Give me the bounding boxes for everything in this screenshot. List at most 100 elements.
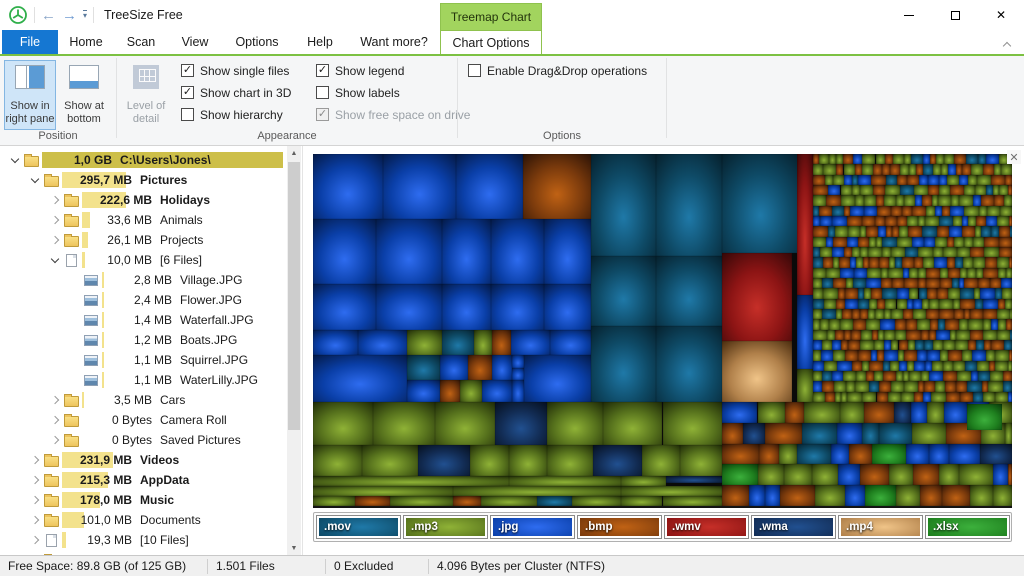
treemap-rect[interactable]: [820, 319, 829, 330]
treemap-rect[interactable]: [890, 381, 905, 392]
treemap-rect[interactable]: [850, 205, 865, 217]
treemap-rect[interactable]: [442, 330, 474, 356]
treemap-rect[interactable]: [839, 267, 855, 279]
treemap-rect[interactable]: [491, 219, 544, 285]
treemap-rect[interactable]: [906, 443, 930, 465]
treemap-rect[interactable]: [939, 216, 954, 227]
treemap-rect[interactable]: [920, 371, 929, 382]
treemap-rect[interactable]: [938, 298, 953, 310]
checkbox-box[interactable]: ✓: [316, 64, 329, 77]
treemap-rect[interactable]: [904, 247, 919, 258]
tree-row-boats-jpg[interactable]: 1,2 MB Boats.JPG: [0, 330, 287, 350]
treemap-rect[interactable]: [853, 319, 867, 330]
treemap-rect[interactable]: [849, 257, 857, 268]
treemap-rect[interactable]: [844, 298, 858, 310]
treemap-rect[interactable]: [862, 257, 870, 268]
treemap-rect[interactable]: [854, 195, 864, 206]
treemap-rect[interactable]: [876, 195, 884, 206]
treemap-rect[interactable]: [473, 330, 492, 356]
treemap-rect[interactable]: [878, 226, 886, 237]
checkbox-show-chart-in-3d[interactable]: ✓ Show chart in 3D: [181, 85, 316, 100]
treemap-rect[interactable]: [904, 195, 915, 206]
treemap-rect[interactable]: [826, 195, 841, 206]
treemap-rect[interactable]: [891, 278, 905, 289]
treemap-rect[interactable]: [1008, 350, 1012, 361]
treemap-rect[interactable]: [510, 330, 550, 356]
treemap-rect[interactable]: [982, 298, 998, 310]
treemap-rect[interactable]: [954, 236, 965, 248]
treemap-rect[interactable]: [852, 154, 863, 165]
treemap-rect[interactable]: [1009, 309, 1012, 320]
treemap-rect[interactable]: [986, 205, 1001, 217]
treemap-rect[interactable]: [901, 391, 914, 403]
treemap-rect[interactable]: [812, 247, 820, 258]
treemap-rect[interactable]: [812, 340, 822, 351]
treemap-rect[interactable]: [851, 309, 861, 320]
checkbox-box[interactable]: ✓: [181, 64, 194, 77]
treemap-rect[interactable]: [812, 278, 822, 289]
treemap-rect[interactable]: [975, 340, 984, 351]
treemap-rect[interactable]: [922, 226, 937, 237]
treemap-rect[interactable]: [913, 464, 939, 486]
treemap-rect[interactable]: [877, 350, 885, 361]
treemap-rect[interactable]: [1000, 205, 1012, 217]
treemap-rect[interactable]: [920, 329, 929, 341]
treemap-rect[interactable]: [926, 309, 939, 320]
treemap-rect[interactable]: [949, 443, 980, 465]
treemap-rect[interactable]: [358, 330, 408, 356]
treemap-rect[interactable]: [906, 174, 919, 185]
treemap-rect[interactable]: [875, 154, 886, 165]
treemap-rect[interactable]: [313, 284, 376, 330]
treemap-rect[interactable]: [842, 154, 853, 165]
treemap-rect[interactable]: [884, 185, 900, 196]
expander-closed-icon[interactable]: [48, 195, 62, 205]
treemap-rect[interactable]: [592, 445, 642, 477]
tree-row-village-jpg[interactable]: 2,8 MB Village.JPG: [0, 270, 287, 290]
treemap-rect[interactable]: [835, 329, 844, 341]
treemap-rect[interactable]: [811, 464, 838, 486]
treemap-rect[interactable]: [906, 329, 921, 341]
treemap-rect[interactable]: [990, 278, 1001, 289]
treemap-rect[interactable]: [855, 164, 863, 175]
treemap-rect[interactable]: [964, 236, 973, 248]
treemap-rect[interactable]: [916, 164, 924, 175]
treemap-rect[interactable]: [841, 340, 849, 351]
treemap-rect[interactable]: [812, 257, 824, 268]
treemap-rect[interactable]: [950, 195, 959, 206]
expander-closed-icon[interactable]: [28, 535, 42, 545]
treemap-rect[interactable]: [914, 340, 925, 351]
treemap-rect[interactable]: [909, 164, 917, 175]
treemap-rect[interactable]: [974, 288, 981, 299]
treemap-rect[interactable]: [812, 319, 821, 330]
treemap-rect[interactable]: [954, 340, 969, 351]
treemap-rect[interactable]: [824, 298, 836, 310]
tree-row-saved-pictures[interactable]: 0 Bytes Saved Pictures: [0, 430, 287, 450]
treemap-rect[interactable]: [721, 485, 750, 506]
treemap-rect[interactable]: [902, 371, 909, 382]
treemap-rect[interactable]: [985, 185, 993, 196]
treemap-rect[interactable]: [944, 319, 959, 330]
tree-row-waterlilly-jpg[interactable]: 1,1 MB WaterLilly.JPG: [0, 370, 287, 390]
treemap-rect[interactable]: [960, 391, 973, 403]
treemap-rect[interactable]: [918, 288, 927, 299]
treemap-rect[interactable]: [963, 185, 976, 196]
treemap-rect[interactable]: [839, 402, 864, 423]
treemap-rect[interactable]: [832, 340, 842, 351]
treemap-rect[interactable]: [866, 267, 881, 279]
treemap-rect[interactable]: [958, 319, 969, 330]
treemap-rect[interactable]: [812, 309, 823, 320]
treemap-rect[interactable]: [963, 205, 979, 217]
treemap-rect[interactable]: [997, 267, 1006, 279]
treemap-rect[interactable]: [1009, 329, 1012, 341]
treemap-rect[interactable]: [804, 402, 840, 423]
treemap-rect[interactable]: [812, 236, 827, 248]
treemap-rect[interactable]: [913, 391, 923, 403]
treemap-rect[interactable]: [975, 298, 983, 310]
treemap-rect[interactable]: [935, 205, 942, 217]
treemap-rect[interactable]: [839, 319, 854, 330]
treemap-rect[interactable]: [802, 422, 837, 444]
treemap-rect[interactable]: [822, 288, 838, 299]
treemap-rect[interactable]: [913, 185, 929, 196]
expander-closed-icon[interactable]: [28, 455, 42, 465]
treemap-rect[interactable]: [865, 226, 879, 237]
